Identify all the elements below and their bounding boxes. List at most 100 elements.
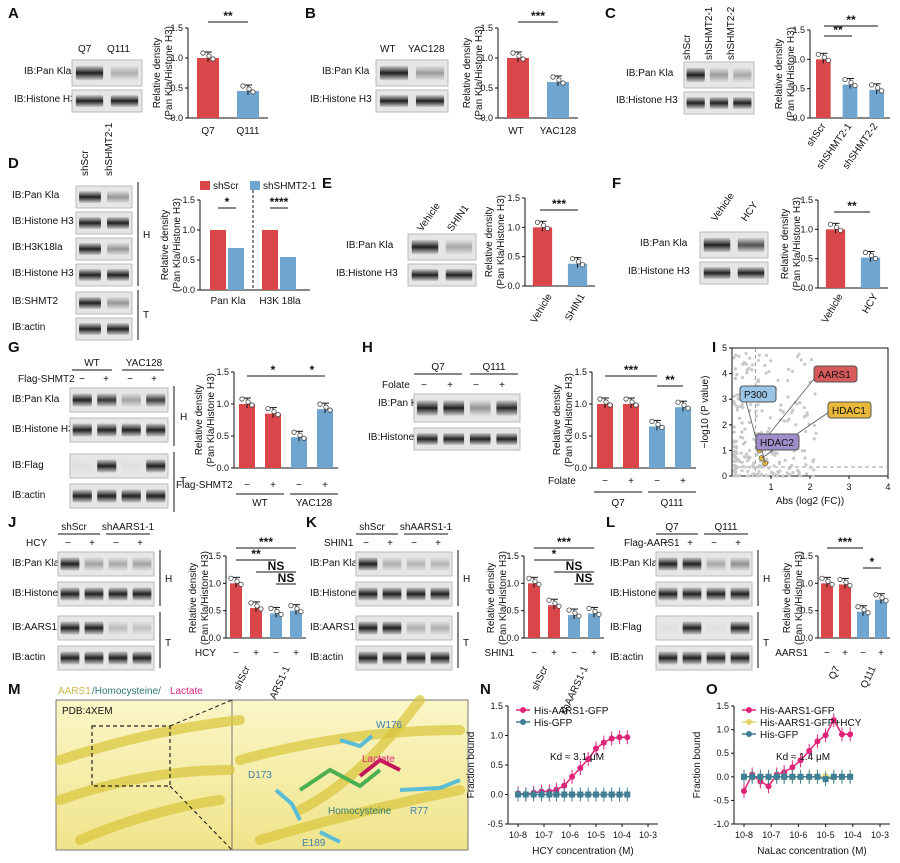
- panel-d-blot-band: [107, 296, 129, 310]
- panel-e-bars-dot: [575, 259, 582, 265]
- panel-i-point: [745, 371, 749, 375]
- panel-e-bars-dot: [569, 256, 576, 262]
- panel-j-ylabel2: (Pan Kla/Histone H3): [200, 551, 211, 645]
- panel-k-bars-bar: [588, 613, 600, 638]
- panel-i-y-tick-label: 4: [722, 369, 727, 379]
- panel-g-bars-y-tick-label: 1.5: [216, 367, 229, 377]
- panel-g-group: T: [180, 476, 186, 487]
- panel-i-point: [767, 369, 771, 374]
- panel-i-point: [741, 436, 745, 440]
- panel-m-ribbon: [55, 765, 235, 805]
- panel-j-blot-band: [84, 621, 104, 635]
- panel-f-xtick: Vehicle: [820, 292, 846, 326]
- panel-m-r77-stick: [399, 778, 461, 792]
- panel-g-bars-dot: [239, 396, 245, 402]
- panel-d-blot-band: [79, 190, 101, 204]
- panel-l-blot-label: IB:actin: [610, 652, 643, 663]
- panel-a-xtick: Q7: [201, 126, 215, 137]
- panel-b-bars-dot: [516, 53, 522, 59]
- panel-i-callout-box: [755, 433, 800, 451]
- panel-o-label: O: [706, 681, 718, 698]
- panel-i-point: [769, 359, 773, 363]
- panel-i-point: [732, 356, 736, 360]
- panel-i-x-tick-label: 1: [768, 482, 773, 492]
- panel-l-blot-band: [706, 587, 726, 601]
- panel-h-blot-band: [443, 432, 465, 446]
- panel-i-point: [744, 351, 748, 356]
- panel-h-blot-band: [443, 400, 465, 416]
- panel-o-point: [773, 773, 780, 780]
- panel-g-blot-band: [146, 423, 166, 437]
- panel-c-bars-dot: [825, 57, 831, 63]
- panel-n-y-tick-label: 1.5: [490, 701, 503, 711]
- panel-k-blot-label: IB:actin: [310, 652, 343, 663]
- panel-o-point: [789, 773, 796, 780]
- panel-o-x-tick-label: 10-8: [735, 830, 753, 840]
- panel-i-point: [802, 415, 806, 419]
- panel-i-point: [737, 354, 741, 358]
- panel-h-sign-b: +: [628, 476, 634, 487]
- panel-g-blot-band: [72, 393, 92, 407]
- panel-i-point: [734, 449, 738, 453]
- panel-m-homocysteine-stick: [298, 767, 382, 792]
- panel-d-y-tick-label: 0.0: [182, 285, 195, 295]
- panel-d-blot-label: IB:H3K18la: [12, 242, 63, 253]
- panel-j-bars-dot: [274, 608, 280, 615]
- panel-k-bars-y-tick-label: 0.0: [506, 633, 519, 643]
- panel-i-point: [779, 403, 783, 407]
- panel-n-point: [577, 791, 584, 798]
- panel-i-point: [794, 423, 798, 427]
- panel-h-sign-b: −: [602, 476, 608, 487]
- panel-k-blot-band: [406, 621, 426, 635]
- panel-k-sign: +: [435, 538, 441, 549]
- panel-c-bars-dot: [869, 82, 875, 88]
- panel-j-bars-dot: [238, 581, 244, 587]
- panel-k-bars-dot: [576, 613, 582, 619]
- panel-f-ylabel: Relative density: [780, 209, 791, 280]
- panel-c-2-sig: **: [846, 13, 856, 27]
- panel-c-bars-y-tick-label: 0.0: [792, 113, 805, 123]
- panel-n-legend-label: His-GFP: [534, 718, 573, 729]
- panel-j-blot-band: [132, 557, 152, 571]
- panel-o-point: [781, 773, 788, 780]
- panel-d-bar: [262, 230, 278, 290]
- panel-d-bar: [228, 248, 244, 290]
- panel-k-group: H: [463, 574, 470, 585]
- panel-k-blot-label: IB:Pan Kla: [310, 558, 358, 569]
- panel-n-legend-label: His-AARS1-GFP: [534, 706, 609, 717]
- panel-n-point: [569, 791, 576, 798]
- panel-d-blot-label: IB:Histone H3: [12, 268, 74, 279]
- panel-j-blot-label: IB:Histone H3: [12, 588, 74, 599]
- panel-g-bars-dot: [323, 404, 329, 410]
- panel-g-bars-dot: [317, 401, 323, 407]
- panel-k-blot-band: [358, 587, 378, 601]
- panel-h-bars-dot: [649, 418, 655, 424]
- panel-i-point: [790, 369, 795, 373]
- panel-i-point: [790, 463, 794, 468]
- panel-i-point: [760, 409, 764, 413]
- panel-d-group: H: [143, 230, 150, 241]
- panel-g-blot-label: IB:Flag: [12, 460, 44, 471]
- panel-j-group: H: [165, 574, 172, 585]
- panel-l-blot-band: [658, 621, 678, 635]
- panel-e-blot-band: [445, 239, 473, 255]
- panel-j-1-sig: ***: [259, 535, 273, 549]
- panel-i-point: [732, 394, 736, 398]
- panel-h-bars-y-tick-label: 0.0: [574, 463, 587, 473]
- panel-i-xlabel: Abs (log2 (FC)): [776, 496, 844, 507]
- panel-m-residue-label: D173: [248, 770, 272, 781]
- panel-i-point: [802, 406, 806, 410]
- panel-h-blot-label: IB:Pan Kla: [378, 398, 426, 409]
- panel-l-group-top: Q7: [665, 522, 679, 533]
- panel-j-ylabel: Relative density: [188, 563, 199, 634]
- panel-d-blot-label: IB:Pan Kla: [12, 190, 60, 201]
- panel-a-bars-y-tick-label: 0.0: [170, 113, 183, 123]
- panel-k-sign-b: +: [591, 648, 597, 659]
- panel-g-bars-dot: [271, 408, 277, 415]
- panel-i-point: [765, 457, 769, 461]
- panel-l-bars-dot: [883, 598, 889, 604]
- panel-i-point: [783, 458, 787, 462]
- panel-i-point: [733, 402, 737, 406]
- panel-g-blot-band: [121, 459, 141, 473]
- panel-j-bars-dot: [268, 605, 274, 612]
